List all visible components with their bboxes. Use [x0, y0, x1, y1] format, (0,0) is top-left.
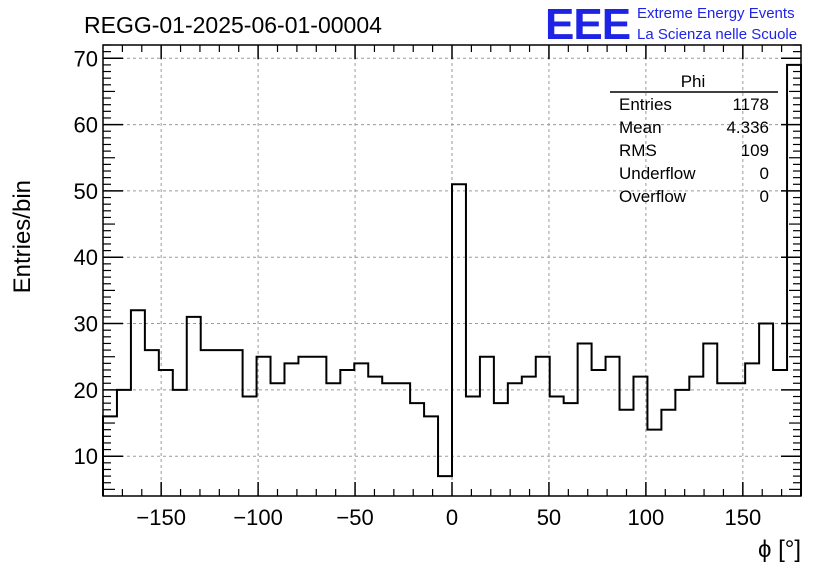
histogram-bar [731, 383, 745, 496]
histogram-bar [173, 390, 187, 496]
y-tick-label: 20 [74, 378, 98, 403]
histogram-bar [536, 357, 550, 496]
histogram-bar [243, 397, 257, 496]
histogram-bar [438, 476, 452, 496]
y-tick-label: 30 [74, 312, 98, 337]
y-tick-label: 50 [74, 179, 98, 204]
histogram-bar [564, 403, 578, 496]
histogram-bar [117, 390, 131, 496]
histogram-bar [257, 357, 271, 496]
histogram-bar [508, 383, 522, 496]
histogram-bar [452, 184, 466, 496]
eee-logo-line1: Extreme Energy Events [637, 5, 795, 22]
stats-rows: Entries 1178 Mean 4.336 RMS 109 Underflow 0 Over… [619, 95, 769, 206]
tick-labels: −150 −100 −50 0 50 100 150 10 20 30 40 50 60 70 [74, 46, 762, 530]
histogram-bar [354, 363, 368, 496]
histogram-bar [201, 350, 215, 496]
x-tick-label: −100 [233, 505, 283, 530]
chart-title: REGG-01-2025-06-01-00004 [84, 12, 382, 38]
histogram-bar [396, 383, 410, 496]
histogram-bar [326, 383, 340, 496]
histogram-bar [159, 370, 173, 496]
histogram-bar [633, 377, 647, 496]
histogram-bar [368, 377, 382, 496]
histogram-bar [606, 357, 620, 496]
stats-title: Phi [681, 72, 706, 91]
histogram-bar [271, 383, 285, 496]
histogram-bar [131, 310, 145, 496]
histogram-bar [312, 357, 326, 496]
histogram-bar [522, 377, 536, 496]
histogram-bar [229, 350, 243, 496]
y-tick-label: 70 [74, 46, 98, 71]
histogram-bar [675, 390, 689, 496]
plot-frame [102, 44, 802, 497]
histogram-outline [102, 63, 802, 496]
stats-value: 1178 [732, 95, 769, 114]
x-tick-label: 50 [537, 505, 561, 530]
y-tick-label: 40 [74, 245, 98, 270]
histogram-bars [102, 63, 802, 496]
axis-ticks [103, 44, 802, 496]
histogram-bar [284, 363, 298, 496]
histogram-bar [661, 410, 675, 496]
stats-value: 4.336 [726, 118, 769, 137]
stats-value: 0 [760, 187, 769, 206]
stats-label: Entries [619, 95, 672, 114]
histogram-bar [187, 317, 201, 496]
histogram-bar [773, 370, 787, 496]
histogram-bar [550, 397, 564, 496]
eee-logo: EEE [545, 0, 630, 49]
histogram-bar [647, 430, 661, 496]
eee-logo-line2: La Scienza nelle Scuole [637, 26, 797, 43]
stats-label: Overflow [619, 187, 687, 206]
histogram-bar [410, 403, 424, 496]
histogram-bar [494, 403, 508, 496]
histogram-bar [466, 397, 480, 496]
stats-label: RMS [619, 141, 657, 160]
x-tick-label: 0 [446, 505, 458, 530]
histogram-bar [298, 357, 312, 496]
histogram-bar [717, 383, 731, 496]
histogram-bar [689, 377, 703, 496]
histogram-bar [578, 343, 592, 496]
histogram-bar [620, 410, 634, 496]
histogram-bar [103, 416, 117, 496]
histogram-bar [759, 324, 773, 496]
y-tick-label: 10 [74, 444, 98, 469]
histogram-bar [382, 383, 396, 496]
histogram-bar [703, 343, 717, 496]
histogram-bar [787, 65, 801, 496]
histogram-bar [480, 357, 494, 496]
stats-value: 109 [741, 141, 769, 160]
histogram-bar [592, 370, 606, 496]
x-tick-label: −50 [336, 505, 373, 530]
histogram-bar [145, 350, 159, 496]
x-tick-label: 100 [628, 505, 665, 530]
histogram-bar [215, 350, 229, 496]
histogram-bar [340, 370, 354, 496]
y-axis-label: Entries/bin [9, 180, 36, 293]
y-tick-label: 60 [74, 113, 98, 138]
histogram-bar [745, 363, 759, 496]
x-tick-label: 150 [724, 505, 761, 530]
stats-value: 0 [760, 164, 769, 183]
stats-box: Phi Entries 1178 Mean 4.336 RMS 109 Underflow 0… [610, 72, 778, 206]
stats-label: Underflow [619, 164, 696, 183]
histogram-bar [424, 416, 438, 496]
x-tick-label: −150 [136, 505, 186, 530]
x-axis-label: ϕ [°] [758, 536, 801, 563]
stats-label: Mean [619, 118, 662, 137]
